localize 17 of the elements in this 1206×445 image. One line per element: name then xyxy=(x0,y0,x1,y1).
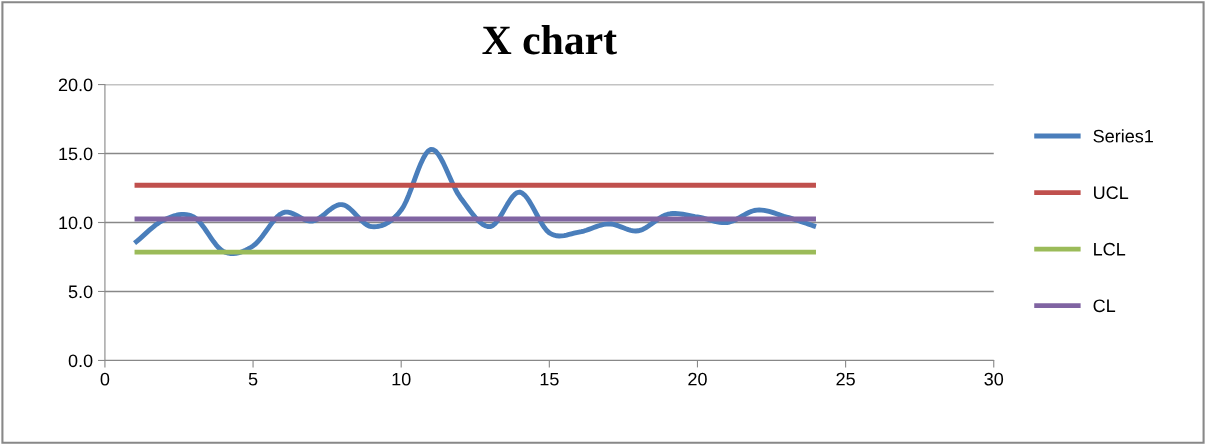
y-tick-label: 0.0 xyxy=(68,354,93,368)
y-tick-label: 5.0 xyxy=(68,285,93,299)
legend-label: UCL xyxy=(1094,186,1129,200)
chart-title: X chart xyxy=(482,25,617,55)
legend-label: LCL xyxy=(1094,242,1126,256)
y-tick-label: 20.0 xyxy=(58,78,93,92)
x-tick-label: 0 xyxy=(100,372,110,386)
x-tick-label: 25 xyxy=(836,372,855,386)
x-tick-label: 20 xyxy=(688,372,707,386)
y-tick-label: 10.0 xyxy=(59,216,93,230)
y-tick-label: 15.0 xyxy=(59,147,93,161)
legend-label: Series1 xyxy=(1093,129,1153,143)
x-tick-label: 10 xyxy=(392,372,411,386)
x-tick-label: 30 xyxy=(984,372,1004,386)
legend-label: CL xyxy=(1093,299,1116,313)
x-tick-label: 5 xyxy=(248,372,258,386)
x-tick-label: 15 xyxy=(540,372,559,386)
